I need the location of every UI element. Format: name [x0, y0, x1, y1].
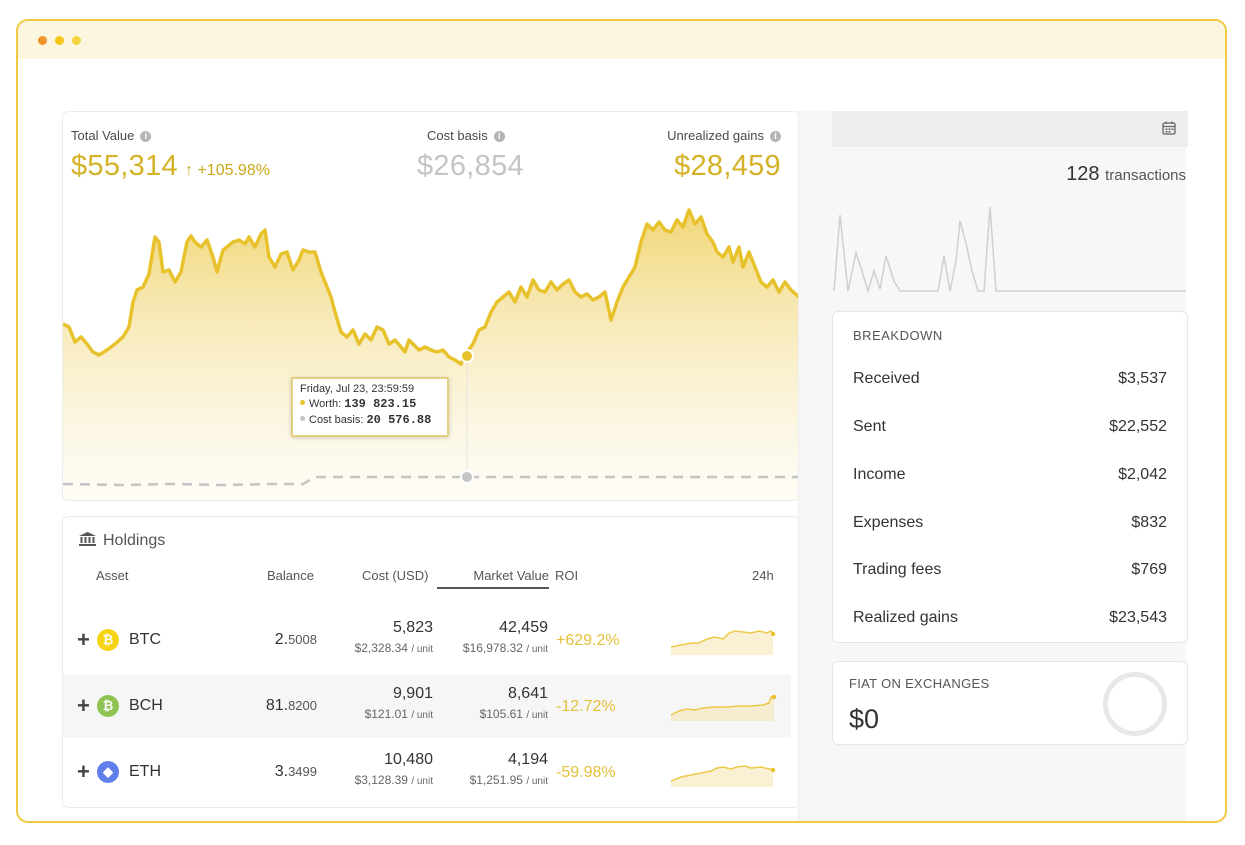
fiat-value: $0 [849, 704, 880, 734]
app-window: Total Value i $55,314 ↑ +105.98% Cost bas… [16, 19, 1227, 823]
holding-row-bch[interactable]: + ₿ BCH 81.8200 9,901 $121.01 / unit 8,64… [63, 675, 791, 738]
breakdown-row-expenses: Expenses $832 [853, 514, 1167, 531]
asset-symbol: ETH [129, 763, 161, 780]
info-icon[interactable]: i [493, 131, 505, 142]
fiat-on-exchanges-panel: FIAT ON EXCHANGES $0 [832, 661, 1188, 745]
expand-plus-icon[interactable]: + [77, 759, 90, 784]
asset-balance: 81.8200 [265, 697, 317, 714]
breakdown-panel: BREAKDOWN Received $3,537 Sent $22,552 Inc… [832, 311, 1188, 643]
asset-market-value: 8,641 $105.61 / unit [479, 685, 548, 721]
cost-basis-line [63, 475, 799, 487]
asset-roi: +629.2% [556, 632, 620, 649]
breakdown-row-trading-fees: Trading fees $769 [853, 561, 1167, 578]
breakdown-title: BREAKDOWN [853, 328, 943, 343]
worth-area [63, 210, 799, 500]
holdings-panel: Holdings Asset Balance Cost (USD) Market… [62, 516, 800, 808]
cost-hover-point [460, 470, 474, 484]
transactions-count: 128 transactions [1066, 163, 1186, 185]
asset-symbol: BCH [129, 697, 163, 714]
bitcoin-icon: ₿ [97, 629, 119, 651]
portfolio-value-chart[interactable] [63, 112, 799, 500]
cost-basis-value: $26,854 [417, 150, 524, 182]
total-change-badge: ↑ +105.98% [185, 162, 270, 179]
tooltip-worth-row: Worth: 139 823.15 [300, 397, 440, 411]
asset-market-value: 4,194 $1,251.95 / unit [469, 751, 548, 787]
holdings-title: Holdings [79, 532, 165, 550]
cost-basis-label: Cost basis i [427, 128, 505, 143]
minimize-window-button[interactable] [55, 36, 64, 45]
holding-row-btc[interactable]: + ₿ BTC 2.5008 5,823 $2,328.34 / unit 42,… [63, 609, 791, 672]
breakdown-row-income: Income $2,042 [853, 466, 1167, 483]
info-icon[interactable]: i [140, 131, 152, 142]
asset-market-value: 42,459 $16,978.32 / unit [462, 619, 548, 655]
unrealized-gains-label: Unrealized gains i [667, 128, 781, 143]
col-balance[interactable]: Balance [267, 568, 314, 583]
worth-hover-point [460, 349, 474, 363]
tooltip-cost-value: 20 576.88 [366, 413, 432, 427]
title-bar [18, 21, 1225, 59]
fiat-donut-chart [1103, 672, 1167, 736]
tooltip-worth-value: 139 823.15 [344, 397, 417, 411]
bank-icon [79, 532, 96, 546]
expand-plus-icon[interactable]: + [77, 693, 90, 718]
asset-cost: 10,480 $3,128.39 / unit [354, 751, 433, 787]
asset-cost: 5,823 $2,328.34 / unit [354, 619, 433, 655]
col-cost[interactable]: Cost (USD) [362, 568, 429, 583]
portfolio-chart-panel: Total Value i $55,314 ↑ +105.98% Cost bas… [62, 111, 800, 501]
calendar-icon[interactable] [1162, 121, 1176, 135]
maximize-window-button[interactable] [72, 36, 81, 45]
date-range-bar[interactable] [832, 111, 1188, 147]
col-roi[interactable]: ROI [555, 568, 579, 583]
asset-roi: -12.72% [556, 698, 616, 715]
breakdown-row-received: Received $3,537 [853, 370, 1167, 387]
col-asset[interactable]: Asset [96, 568, 129, 583]
ethereum-icon: ◆ [97, 761, 119, 783]
asset-balance: 2.5008 [274, 631, 317, 648]
total-value: $55,314 [71, 150, 178, 182]
right-sidebar: 128 transactions BREAKDOWN Received $3,53… [798, 111, 1188, 821]
worth-line [63, 208, 799, 366]
chart-tooltip: Friday, Jul 23, 23:59:59 Worth: 139 823.… [291, 377, 449, 437]
asset-balance: 3.3499 [274, 763, 317, 780]
expand-plus-icon[interactable]: + [77, 627, 90, 652]
info-icon[interactable]: i [770, 131, 781, 142]
unrealized-gains-value: $28,459 [674, 150, 781, 182]
sparkline-24h [671, 630, 776, 655]
sparkline-24h [671, 765, 776, 787]
col-24h[interactable]: 24h [752, 568, 774, 583]
col-market-value[interactable]: Market Value [437, 568, 549, 589]
breakdown-row-realized-gains: Realized gains $23,543 [853, 609, 1167, 626]
asset-symbol: BTC [129, 631, 161, 648]
close-window-button[interactable] [38, 36, 47, 45]
asset-roi: -59.98% [556, 764, 616, 781]
tooltip-cost-row: Cost basis: 20 576.88 [300, 413, 440, 427]
sparkline-24h [671, 694, 777, 721]
bitcoin-cash-icon: ₿ [97, 695, 119, 717]
breakdown-row-sent: Sent $22,552 [853, 418, 1167, 435]
tooltip-date: Friday, Jul 23, 23:59:59 [300, 383, 415, 395]
total-value-label: Total Value i [71, 128, 152, 143]
fiat-title: FIAT ON EXCHANGES [849, 676, 990, 691]
transactions-chart [833, 206, 1186, 294]
holding-row-eth[interactable]: + ◆ ETH 3.3499 10,480 $3,128.39 / unit 4,… [63, 741, 791, 804]
asset-cost: 9,901 $121.01 / unit [364, 685, 433, 721]
